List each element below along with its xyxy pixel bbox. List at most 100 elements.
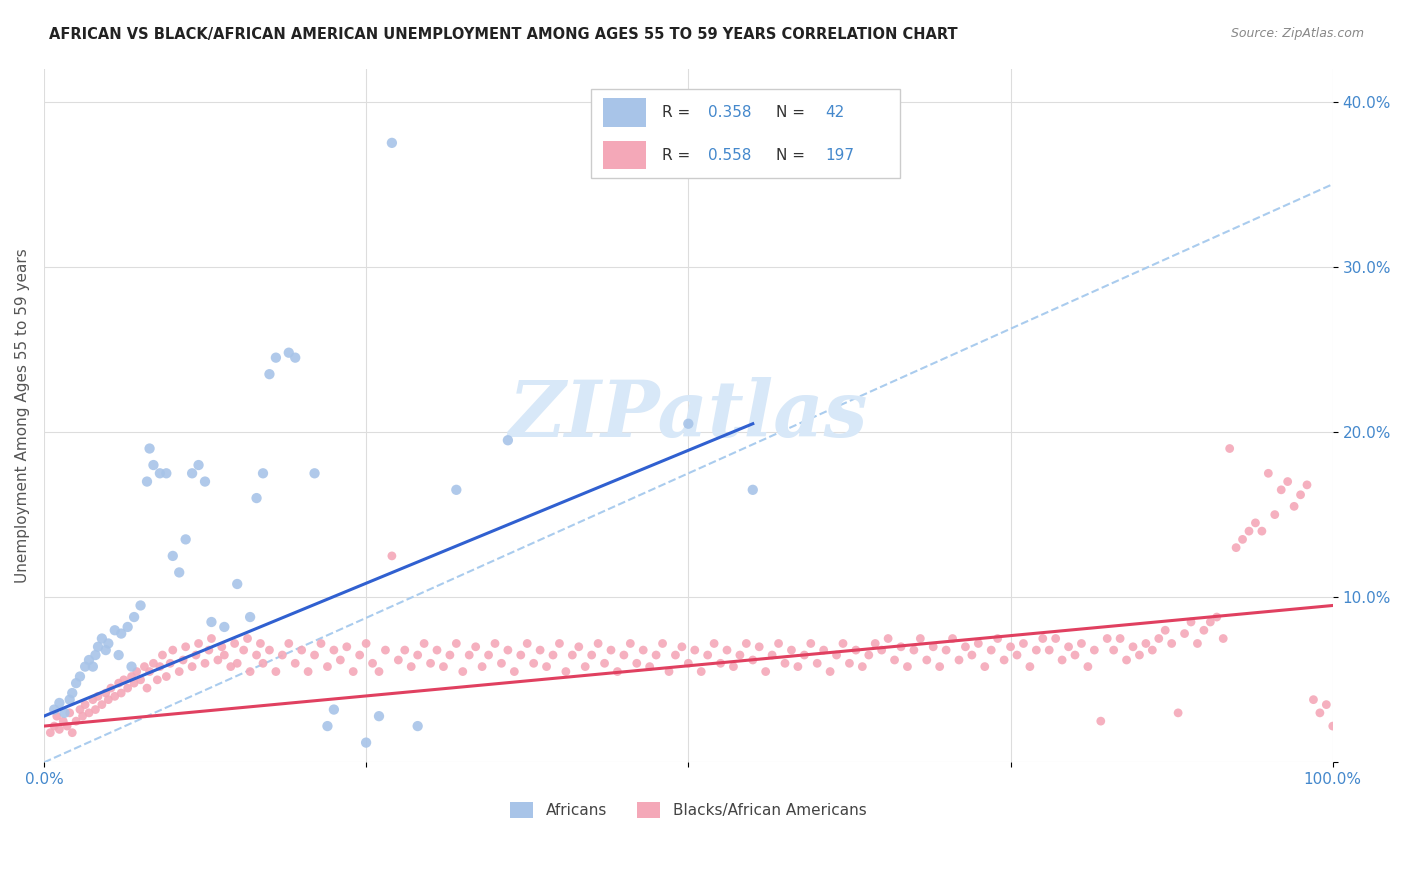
Point bbox=[107, 676, 129, 690]
Point bbox=[52, 714, 75, 728]
Point bbox=[1000, 640, 1022, 654]
Point bbox=[458, 648, 481, 662]
Point bbox=[354, 636, 377, 650]
Point bbox=[1167, 706, 1189, 720]
Point bbox=[825, 648, 848, 662]
Point bbox=[155, 467, 177, 481]
Point bbox=[716, 643, 738, 657]
Point bbox=[264, 665, 287, 679]
Point bbox=[728, 648, 751, 662]
Point bbox=[1122, 640, 1144, 654]
Point bbox=[44, 719, 66, 733]
Point bbox=[1264, 508, 1286, 522]
Point bbox=[245, 648, 267, 662]
Point bbox=[100, 681, 122, 695]
Point bbox=[484, 636, 506, 650]
Point bbox=[121, 659, 143, 673]
Point bbox=[1142, 643, 1164, 657]
Point bbox=[77, 653, 100, 667]
Point bbox=[162, 549, 184, 563]
Point bbox=[368, 665, 391, 679]
Point bbox=[1270, 483, 1292, 497]
Point bbox=[181, 659, 204, 673]
Point bbox=[136, 475, 159, 489]
Point bbox=[110, 686, 132, 700]
Point bbox=[374, 643, 396, 657]
Point bbox=[152, 648, 174, 662]
Point bbox=[1219, 442, 1241, 456]
Point bbox=[1045, 632, 1067, 646]
Point bbox=[304, 467, 326, 481]
Point bbox=[48, 696, 70, 710]
Point bbox=[554, 665, 576, 679]
Point bbox=[53, 706, 76, 720]
Point bbox=[1180, 615, 1202, 629]
Point bbox=[381, 136, 404, 150]
FancyBboxPatch shape bbox=[591, 89, 900, 178]
Y-axis label: Unemployment Among Ages 55 to 59 years: Unemployment Among Ages 55 to 59 years bbox=[15, 248, 30, 582]
Point bbox=[915, 653, 938, 667]
Point bbox=[786, 659, 808, 673]
Point bbox=[683, 643, 706, 657]
Point bbox=[349, 648, 371, 662]
Point bbox=[439, 648, 461, 662]
Point bbox=[935, 643, 957, 657]
Point bbox=[870, 643, 893, 657]
Point bbox=[117, 620, 139, 634]
Point bbox=[671, 640, 693, 654]
Point bbox=[832, 636, 855, 650]
Text: ZIPatlas: ZIPatlas bbox=[509, 377, 868, 454]
Point bbox=[97, 636, 120, 650]
Point bbox=[1160, 636, 1182, 650]
Point bbox=[1147, 632, 1170, 646]
Point bbox=[226, 657, 249, 671]
Point bbox=[138, 665, 160, 679]
Point bbox=[1212, 632, 1234, 646]
Point bbox=[761, 648, 783, 662]
Point bbox=[451, 665, 474, 679]
Point bbox=[1025, 643, 1047, 657]
Point bbox=[82, 692, 104, 706]
Point bbox=[174, 640, 197, 654]
Point bbox=[896, 659, 918, 673]
Point bbox=[1109, 632, 1132, 646]
Point bbox=[773, 657, 796, 671]
Point bbox=[509, 648, 531, 662]
Point bbox=[69, 702, 91, 716]
Point bbox=[910, 632, 932, 646]
Point bbox=[1057, 640, 1080, 654]
Text: 0.358: 0.358 bbox=[709, 105, 752, 120]
Point bbox=[252, 657, 274, 671]
Point bbox=[851, 659, 873, 673]
Point bbox=[368, 709, 391, 723]
Point bbox=[645, 648, 668, 662]
Point bbox=[134, 659, 156, 673]
Point bbox=[723, 659, 745, 673]
Point bbox=[613, 648, 636, 662]
Point bbox=[877, 632, 900, 646]
Point bbox=[1128, 648, 1150, 662]
Text: 197: 197 bbox=[825, 148, 855, 162]
Point bbox=[181, 467, 204, 481]
Point bbox=[638, 659, 661, 673]
Point bbox=[529, 643, 551, 657]
Point bbox=[167, 566, 190, 580]
Point bbox=[800, 636, 823, 650]
Point bbox=[122, 610, 145, 624]
Point bbox=[1277, 475, 1299, 489]
Point bbox=[75, 659, 97, 673]
Point bbox=[586, 636, 609, 650]
Point bbox=[65, 714, 87, 728]
Point bbox=[94, 686, 117, 700]
Point bbox=[600, 643, 623, 657]
Point bbox=[768, 636, 790, 650]
Point bbox=[316, 659, 339, 673]
Point bbox=[477, 648, 499, 662]
Point bbox=[619, 636, 641, 650]
Point bbox=[818, 665, 841, 679]
Point bbox=[194, 475, 217, 489]
Point bbox=[928, 659, 950, 673]
Point bbox=[200, 615, 222, 629]
Point bbox=[1077, 659, 1099, 673]
Point bbox=[129, 673, 152, 687]
